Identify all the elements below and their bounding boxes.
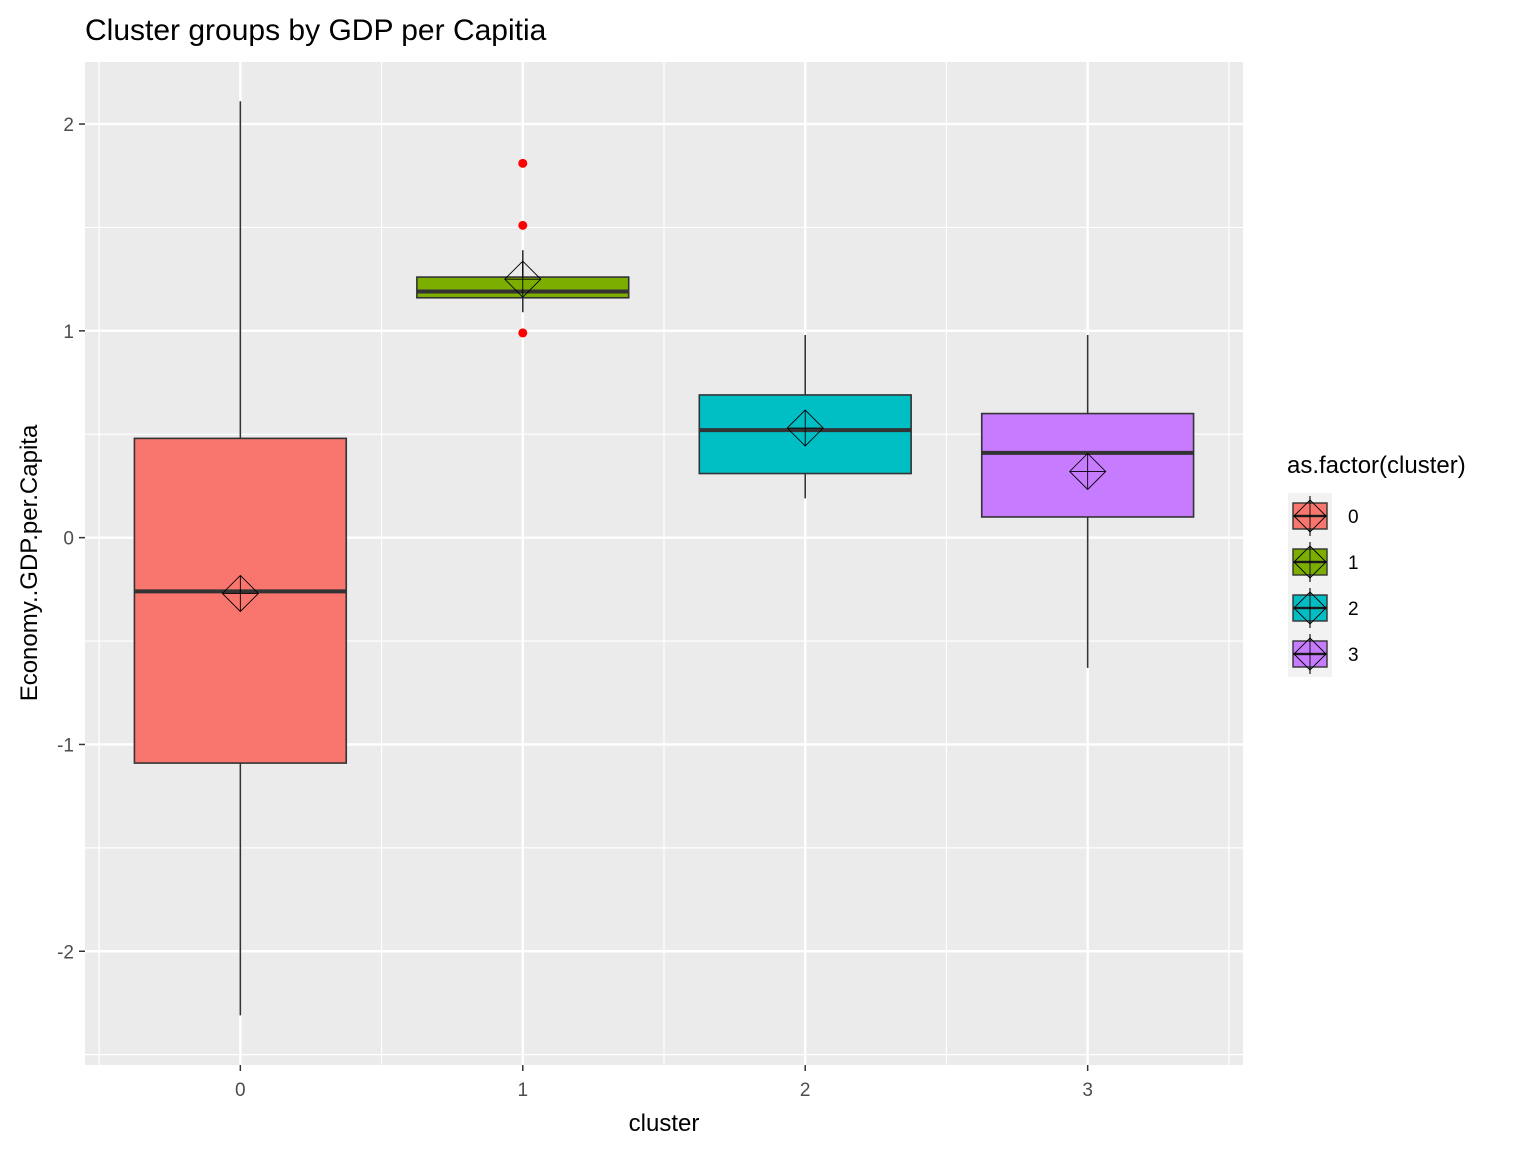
x-tick-label: 2 xyxy=(800,1080,811,1101)
box-layer xyxy=(133,101,1195,1016)
legend-key-mean-marker xyxy=(1293,591,1327,625)
box-cluster-2 xyxy=(698,334,912,499)
outlier-point xyxy=(518,158,528,168)
outlier-point xyxy=(518,220,528,230)
x-tick-label: 1 xyxy=(517,1080,528,1101)
x-tick-label: 0 xyxy=(235,1080,246,1101)
mean-marker xyxy=(221,574,259,613)
legend-item-3: 3 xyxy=(1288,631,1359,677)
box-cluster-3 xyxy=(980,334,1195,668)
x-tick-label: 3 xyxy=(1082,1080,1093,1101)
x-axis-title: cluster xyxy=(629,1110,700,1137)
mean-marker xyxy=(504,260,542,298)
y-tick-label: 2 xyxy=(63,115,74,136)
y-axis-title: Economy..GDP.per.Capita xyxy=(16,424,43,701)
legend-key-mean-marker xyxy=(1293,545,1327,579)
legend-label: 2 xyxy=(1348,599,1359,620)
legend-label: 1 xyxy=(1348,553,1359,574)
y-tick-label: 1 xyxy=(63,322,74,343)
legend-label: 3 xyxy=(1348,645,1359,666)
mean-marker xyxy=(786,409,824,447)
legend-title: as.factor(cluster) xyxy=(1287,452,1466,479)
chart-title: Cluster groups by GDP per Capitia xyxy=(85,14,547,47)
outlier-point xyxy=(518,328,528,338)
legend: as.factor(cluster) 0 1 2 3 xyxy=(1287,452,1466,677)
mean-marker xyxy=(1069,452,1107,491)
legend-label: 0 xyxy=(1348,507,1359,528)
axis-layer: -2 -1 0 1 2 0 1 2 3 xyxy=(57,115,1093,1101)
legend-key-mean-marker xyxy=(1293,637,1327,671)
legend-item-2: 2 xyxy=(1288,585,1359,631)
legend-item-1: 1 xyxy=(1288,539,1359,585)
legend-key-mean-marker xyxy=(1293,499,1327,533)
legend-item-0: 0 xyxy=(1288,493,1359,539)
y-tick-label: 0 xyxy=(63,529,74,550)
y-tick-label: -1 xyxy=(57,735,74,756)
y-tick-label: -2 xyxy=(57,942,74,963)
box-cluster-0 xyxy=(133,101,348,1016)
box-cluster-1 xyxy=(416,158,630,338)
